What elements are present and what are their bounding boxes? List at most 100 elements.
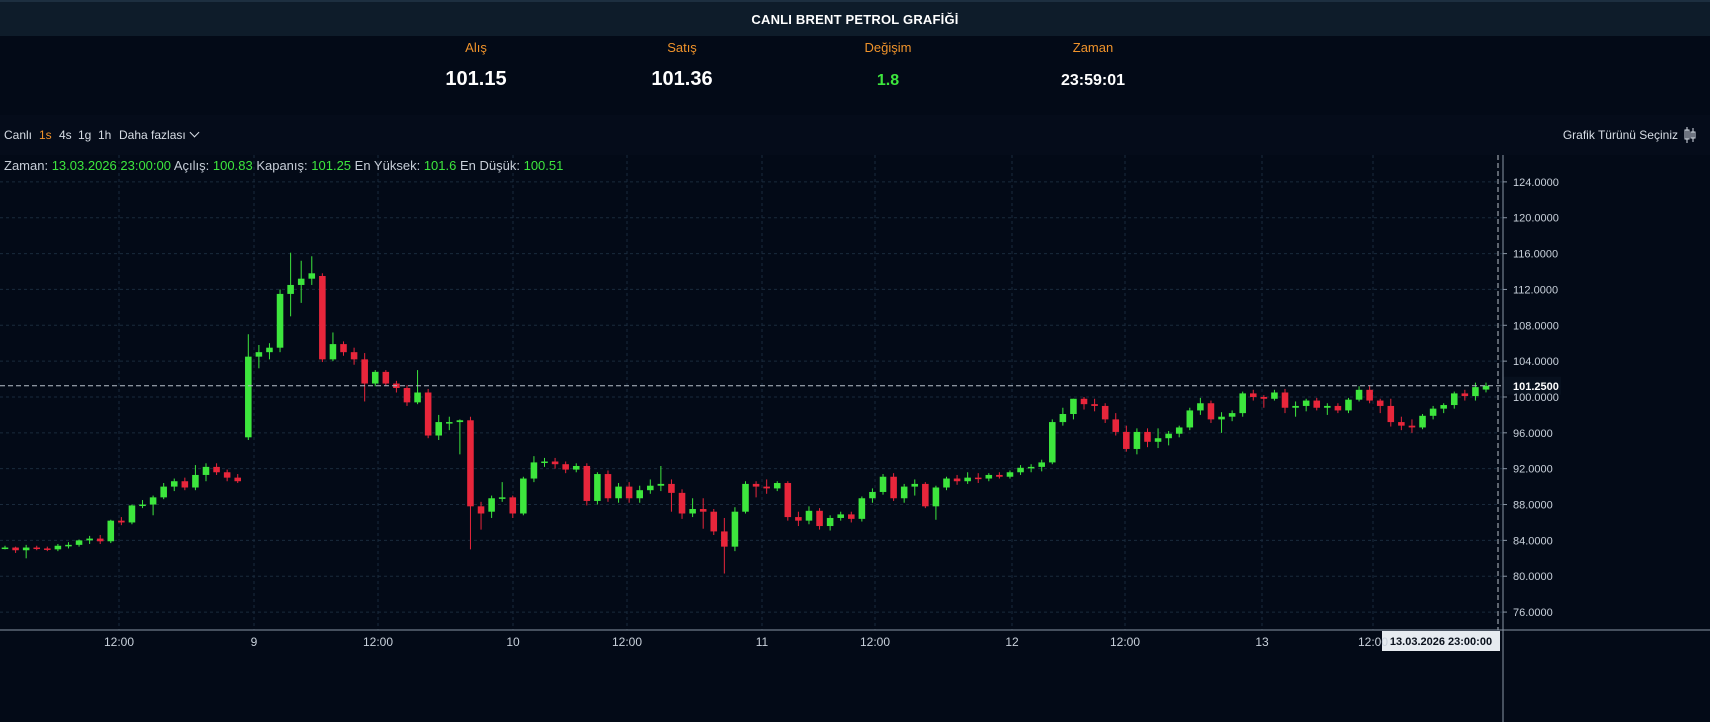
candlestick-icon — [1684, 127, 1696, 143]
candle-body — [255, 352, 263, 357]
candle — [297, 260, 305, 303]
candle-body — [276, 293, 284, 348]
candle-body — [1123, 431, 1130, 449]
interval-4s[interactable]: 4s — [59, 128, 72, 142]
candle — [1101, 403, 1109, 423]
candle-body — [530, 462, 538, 479]
candle — [12, 546, 19, 553]
candles — [1, 252, 1490, 574]
candle — [1292, 401, 1299, 417]
candle-body — [1112, 419, 1120, 432]
candle-body — [477, 506, 485, 514]
candle — [287, 252, 294, 317]
y-tick-label: 88.0000 — [1513, 500, 1553, 512]
candle — [1249, 389, 1257, 401]
candle — [86, 535, 93, 544]
x-tick-label: 11 — [756, 635, 769, 649]
candle-body — [1048, 422, 1056, 463]
candle-body — [1271, 392, 1278, 399]
candle-body — [213, 466, 220, 473]
candle — [1017, 465, 1024, 475]
candle — [784, 481, 792, 521]
candle — [435, 414, 443, 440]
candle — [551, 457, 559, 469]
candle — [721, 517, 728, 574]
candle-body — [118, 520, 125, 523]
candle — [858, 496, 866, 522]
candle — [974, 473, 982, 484]
candle-body — [932, 487, 940, 507]
candle-body — [572, 465, 580, 470]
candle-body — [170, 481, 178, 487]
candle-body — [1429, 408, 1437, 416]
y-tick-label: 120.0000 — [1513, 213, 1559, 225]
candle-body — [1292, 405, 1299, 408]
candlestick-chart[interactable]: 101.2500 13.03.2026 23:00:00 76.0000 80.00… — [0, 155, 1710, 722]
candle-body — [731, 511, 739, 547]
chart-toolbar: Canlı 1s 4s 1g 1h Daha fazlası Grafik Tü… — [0, 115, 1710, 155]
page-title: CANLI BRENT PETROL GRAFİĞİ — [0, 0, 1710, 36]
candle — [869, 488, 876, 503]
candle — [668, 479, 675, 512]
interval-1g[interactable]: 1g — [78, 128, 92, 142]
candle-body — [848, 514, 855, 519]
candle — [996, 472, 1003, 479]
candle-body — [223, 472, 231, 478]
candle-body — [75, 540, 83, 545]
candle — [1059, 407, 1067, 426]
candle-body — [1366, 389, 1373, 401]
x-tick-label: 12:00 — [1358, 635, 1388, 649]
candle — [932, 485, 940, 520]
candle-body — [763, 486, 770, 489]
candle — [1366, 385, 1373, 404]
candle — [1271, 389, 1278, 401]
candle — [319, 273, 326, 363]
candle — [1027, 464, 1035, 473]
ohlc-close-value: 101.25 — [311, 158, 352, 173]
ohlc-time-value: 13.03.2026 23:00:00 — [51, 158, 171, 173]
candle — [541, 457, 548, 467]
candle — [170, 478, 178, 492]
candle-body — [826, 517, 834, 527]
candle — [1091, 398, 1098, 412]
candle — [1175, 425, 1183, 438]
ohlc-open-label: Açılış: — [173, 158, 210, 173]
candle-body — [1387, 405, 1395, 423]
candle-body — [139, 504, 146, 507]
candle — [192, 465, 199, 491]
interval-1h[interactable]: 1h — [98, 128, 112, 142]
candle — [678, 489, 686, 519]
candle — [1355, 386, 1363, 402]
candle-body — [657, 483, 665, 486]
crosshair-time-box — [1382, 631, 1500, 651]
candle — [382, 370, 390, 386]
ohlc-high-value: 101.6 — [423, 158, 457, 173]
chevron-down-icon — [189, 127, 200, 138]
candle — [1313, 397, 1321, 411]
candle-body — [964, 477, 971, 482]
candle — [118, 517, 125, 526]
candle — [900, 483, 908, 503]
more-intervals-dropdown[interactable]: Daha fazlası — [119, 127, 200, 142]
interval-1s[interactable]: 1s — [39, 128, 52, 142]
candle-body — [689, 509, 696, 514]
candle-body — [710, 511, 718, 532]
candle-body — [805, 510, 813, 521]
candle — [625, 482, 633, 503]
candle — [467, 416, 474, 550]
x-tick-label: 10 — [506, 635, 520, 649]
candle — [647, 479, 654, 494]
chart-type-selector[interactable]: Grafik Türünü Seçiniz — [1563, 126, 1696, 144]
candle-body — [773, 483, 781, 489]
candle-body — [467, 420, 474, 507]
candle-body — [594, 474, 601, 501]
interval-live[interactable]: Canlı — [4, 128, 33, 142]
candle — [1048, 419, 1056, 465]
candle — [44, 546, 51, 552]
x-tick-label: 12 — [1005, 635, 1019, 649]
candle — [594, 472, 601, 505]
candle — [699, 498, 707, 529]
candle — [255, 345, 263, 369]
ohlc-info: Zaman: 13.03.2026 23:00:00 Açılış: 100.8… — [4, 158, 563, 173]
candle — [1376, 398, 1384, 414]
